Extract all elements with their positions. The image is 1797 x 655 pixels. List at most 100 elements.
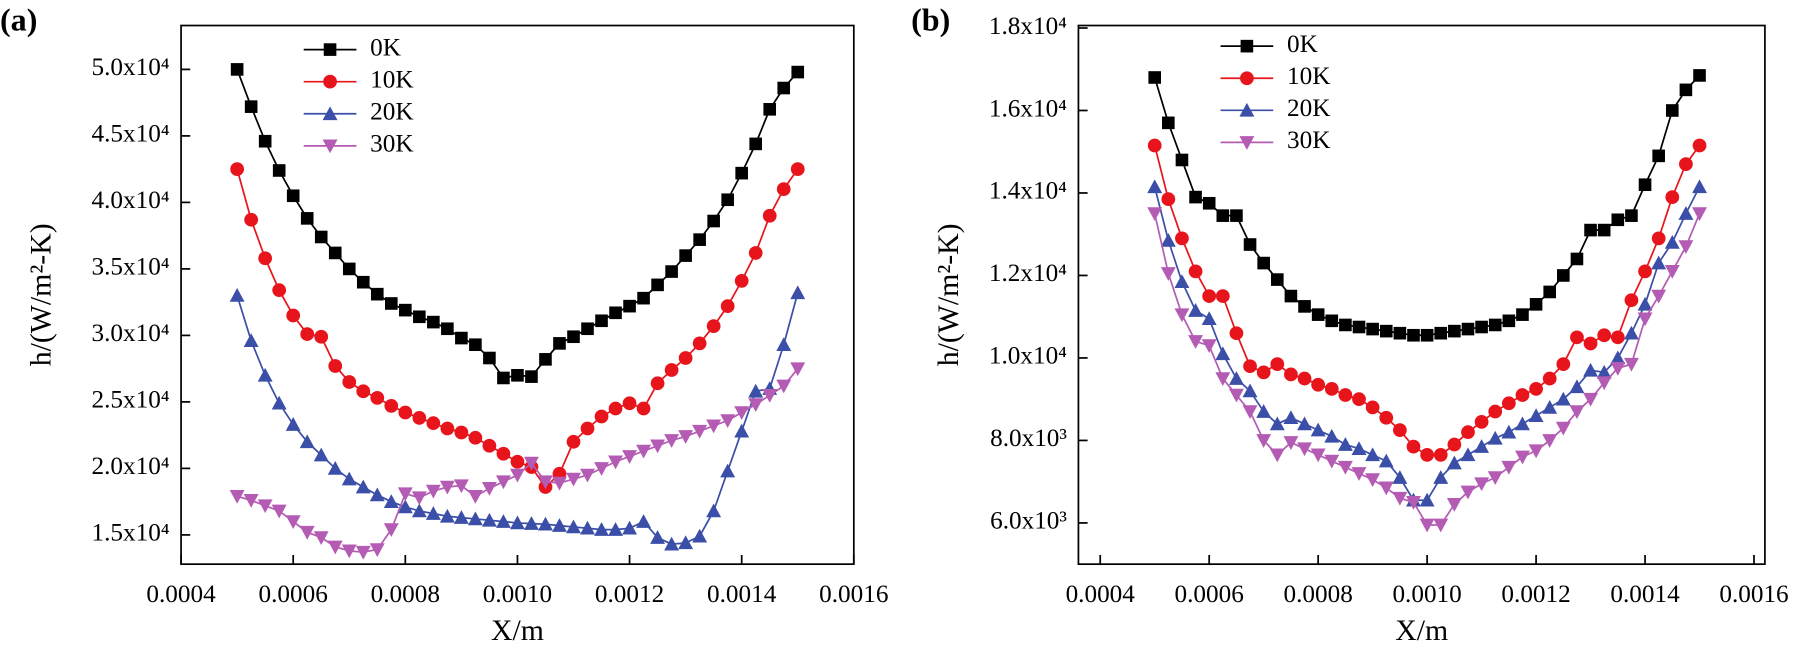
y-tick-label: 5.0x10⁴ [92, 54, 170, 81]
x-tick-label: 0.0010 [483, 581, 552, 608]
x-tick-label: 0.0014 [1610, 581, 1680, 608]
marker [1310, 422, 1326, 437]
marker [467, 490, 483, 504]
marker [622, 520, 638, 535]
legend-marker [1239, 136, 1255, 150]
marker [327, 540, 343, 555]
marker [678, 535, 694, 550]
marker [285, 417, 301, 431]
legend-label: 0K [370, 34, 401, 61]
x-tick-label: 0.0012 [595, 581, 664, 608]
marker [397, 499, 413, 514]
marker [524, 516, 539, 530]
marker [720, 463, 736, 478]
marker [257, 367, 273, 382]
marker [1215, 289, 1230, 303]
marker [1202, 289, 1217, 303]
marker [734, 406, 750, 420]
x-tick-label: 0.0014 [707, 581, 777, 608]
marker [748, 246, 763, 260]
marker [706, 503, 722, 518]
marker [1351, 441, 1367, 455]
y-tick-label: 4.0x10⁴ [92, 187, 170, 214]
marker [272, 164, 286, 177]
marker [1542, 399, 1558, 414]
marker [356, 275, 370, 289]
marker [636, 514, 652, 528]
marker [1379, 410, 1394, 425]
marker [1311, 308, 1325, 321]
marker [1664, 265, 1680, 279]
marker [1365, 473, 1381, 488]
marker [286, 308, 301, 323]
marker [1584, 223, 1597, 237]
marker [1475, 320, 1488, 334]
marker [427, 315, 440, 329]
marker [608, 401, 623, 416]
marker [439, 480, 455, 495]
marker [1270, 273, 1284, 286]
marker [1339, 318, 1352, 332]
marker [1297, 442, 1312, 457]
x-tick-label: 0.0006 [1175, 581, 1244, 608]
marker [1297, 371, 1312, 386]
marker [342, 262, 356, 276]
legend-marker [323, 43, 337, 56]
marker [244, 212, 259, 227]
marker [313, 447, 329, 462]
marker [1257, 256, 1270, 270]
marker [552, 476, 567, 491]
marker [1215, 346, 1231, 361]
marker [1174, 308, 1190, 323]
marker [440, 421, 455, 436]
legend-label: 10K [1287, 63, 1330, 90]
legend-marker [322, 106, 338, 121]
y-tick-label: 1.6x10⁴ [989, 95, 1067, 122]
marker [1297, 416, 1312, 431]
marker [1570, 252, 1584, 266]
marker [1502, 314, 1516, 328]
marker [720, 299, 735, 314]
marker [1419, 492, 1435, 507]
marker [580, 520, 595, 535]
marker [299, 434, 315, 449]
marker [411, 503, 427, 518]
marker [467, 511, 483, 526]
marker [748, 398, 764, 413]
marker [1569, 405, 1585, 420]
x-tick-label: 0.0012 [1501, 581, 1570, 608]
marker [1243, 238, 1257, 251]
marker [1406, 495, 1421, 510]
marker [1474, 414, 1489, 429]
marker [1637, 296, 1653, 311]
y-tick-label: 1.5x10⁴ [92, 520, 170, 547]
marker [1243, 359, 1257, 374]
marker [1596, 376, 1612, 391]
marker [524, 456, 539, 471]
marker [1189, 190, 1202, 204]
marker [455, 331, 468, 345]
marker [1201, 311, 1217, 326]
marker [692, 424, 708, 439]
marker [664, 363, 679, 377]
marker [441, 322, 454, 336]
marker [1392, 470, 1408, 484]
marker [1215, 372, 1231, 387]
marker [1365, 400, 1380, 415]
marker [679, 249, 692, 262]
y-tick-label: 1.0x10⁴ [989, 343, 1067, 370]
marker [483, 351, 496, 365]
marker [1569, 379, 1585, 394]
marker [1461, 425, 1475, 440]
marker [763, 103, 777, 116]
x-axis-label: X/m [1395, 614, 1448, 647]
marker [720, 414, 736, 428]
marker [552, 518, 567, 532]
marker [229, 490, 245, 504]
marker [622, 396, 637, 411]
marker [692, 336, 707, 351]
marker [1638, 178, 1652, 192]
marker [776, 337, 792, 352]
marker [1324, 454, 1340, 469]
